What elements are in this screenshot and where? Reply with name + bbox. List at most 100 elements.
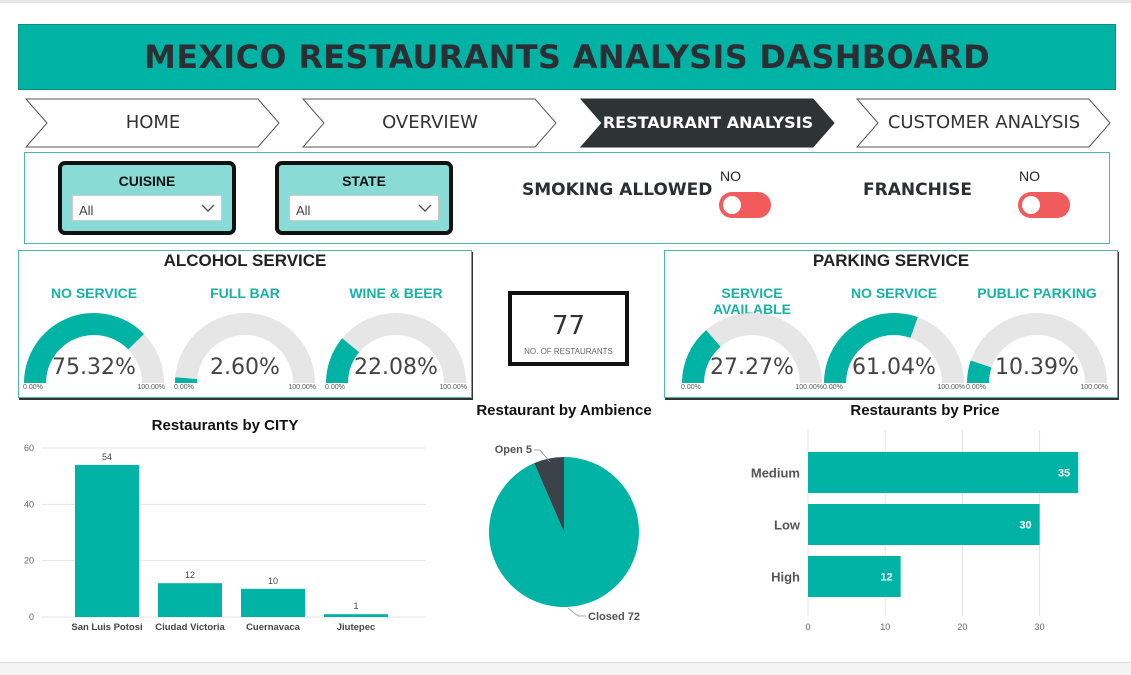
ambience-chart-title: Restaurant by Ambience	[476, 402, 652, 419]
pie-label-closed: Closed 72	[588, 611, 640, 623]
dashboard-title: MEXICO RESTAURANTS ANALYSIS DASHBOARD	[144, 38, 990, 76]
bar	[808, 504, 1040, 545]
x-tick-label: 10	[880, 622, 890, 632]
bar	[808, 452, 1079, 493]
cuisine-label: CUISINE	[118, 173, 176, 189]
gauge-value: 10.39%	[995, 355, 1079, 380]
gauge-value: 75.32%	[52, 355, 136, 380]
price-chart-title: Restaurants by Price	[850, 402, 1000, 419]
filter-bar: CUISINE All STATE All SMOKING ALLOWED NO…	[24, 152, 1110, 244]
gauge-arc	[824, 313, 964, 383]
nav-restaurant-analysis-button[interactable]: RESTAURANT ANALYSIS	[580, 98, 836, 148]
gauge-min: 0.00%	[174, 384, 194, 391]
bar-value-label: 12	[185, 570, 195, 580]
gauge-alcohol-no-service: NO SERVICE 75.32% 0.00% 100.00%	[23, 283, 165, 395]
city-chart-title: Restaurants by CITY	[151, 417, 299, 434]
state-value: All	[296, 203, 311, 218]
parking-service-panel: PARKING SERVICE SERVICE AVAILABLE 27.27%…	[664, 250, 1118, 398]
dashboard-header: MEXICO RESTAURANTS ANALYSIS DASHBOARD	[18, 24, 1116, 90]
gauge-arc	[682, 313, 822, 383]
gauge-max: 100.00%	[288, 384, 316, 391]
gauge-label: WINE & BEER	[349, 285, 443, 301]
bar-value-label: 10	[268, 576, 278, 586]
gauge-arc	[967, 313, 1107, 383]
state-label: STATE	[342, 173, 386, 189]
ambience-pie-chart: Open 5 Closed 72	[489, 444, 640, 623]
smoking-state: NO	[720, 168, 741, 184]
pie-slice-open	[534, 457, 564, 532]
leader-line	[534, 449, 551, 463]
smoking-label: SMOKING ALLOWED	[522, 180, 713, 200]
gauge-max: 100.00%	[937, 384, 965, 391]
gauge-value: 27.27%	[710, 355, 794, 380]
gauge-fill	[967, 360, 992, 383]
nav-home-button[interactable]: HOME	[25, 98, 281, 148]
gauge-parking-no-service: NO SERVICE 61.04% 0.00% 100.00%	[823, 283, 965, 395]
gauge-label: SERVICE AVAILABLE	[712, 285, 792, 317]
y-tick-label: Medium	[751, 466, 800, 481]
cuisine-dropdown[interactable]: All	[72, 195, 222, 221]
gauge-label: PUBLIC PARKING	[977, 285, 1097, 301]
bar	[808, 556, 901, 597]
gauge-value: 61.04%	[852, 355, 936, 380]
y-tick-label: 60	[24, 443, 34, 453]
gauge-parking-public: PUBLIC PARKING 10.39% 0.00% 100.00%	[966, 283, 1108, 395]
chevron-down-icon	[201, 204, 215, 212]
x-tick-label: 0	[805, 622, 810, 632]
x-tick-label: San Luis Potosi	[71, 622, 142, 633]
gauge-max: 100.00%	[795, 384, 823, 391]
gauge-min: 0.00%	[325, 384, 345, 391]
cuisine-slicer: CUISINE All	[58, 161, 236, 235]
restaurant-count-value: 77	[551, 311, 586, 341]
city-bar-chart: 0 20 40 60 54 San Luis Potosi 12 Ciudad Victori…	[24, 443, 426, 633]
nav-customer-analysis-button[interactable]: CUSTOMER ANALYSIS	[856, 98, 1112, 148]
bar	[241, 588, 305, 617]
alcohol-service-panel: ALCOHOL SERVICE NO SERVICE 75.32% 0.00% …	[18, 250, 472, 398]
nav-overview-label: OVERVIEW	[382, 112, 478, 133]
parking-service-title: PARKING SERVICE	[812, 251, 970, 270]
gauge-max: 100.00%	[439, 384, 467, 391]
x-tick-label: 30	[1035, 622, 1045, 632]
toggle-knob	[723, 196, 741, 214]
gauge-fill	[326, 338, 360, 383]
gauge-parking-available: SERVICE AVAILABLE 27.27% 0.00% 100.00%	[681, 283, 823, 395]
gauge-fill	[824, 313, 918, 383]
nav-overview-button[interactable]: OVERVIEW	[302, 98, 558, 148]
gauge-track	[175, 313, 315, 383]
price-bar-chart: 0 10 20 30 35 Medium 30 Low 12 High	[751, 430, 1079, 632]
gauge-value: 22.08%	[354, 355, 438, 380]
y-tick-label: High	[771, 570, 800, 585]
x-tick-label: Cuernavaca	[246, 622, 301, 633]
alcohol-service-title: ALCOHOL SERVICE	[163, 251, 327, 270]
bottom-border	[0, 662, 1131, 675]
x-tick-label: 20	[957, 622, 967, 632]
nav-restaurant-analysis-label: RESTAURANT ANALYSIS	[602, 113, 814, 132]
gauge-fill	[682, 330, 721, 383]
gauge-min: 0.00%	[823, 384, 843, 391]
pie-label-open: Open 5	[495, 444, 532, 456]
gauge-alcohol-full-bar: FULL BAR 2.60% 0.00% 100.00%	[174, 283, 316, 395]
gauge-arc	[175, 313, 315, 383]
cuisine-value: All	[79, 203, 94, 218]
gauge-arc	[326, 313, 466, 383]
leader-line	[567, 607, 586, 617]
franchise-toggle[interactable]	[1018, 192, 1070, 218]
smoking-toggle[interactable]	[719, 192, 771, 218]
bar-value-label: 1	[353, 601, 358, 611]
restaurant-count-card: 77 NO. OF RESTAURANTS	[508, 291, 629, 366]
franchise-state: NO	[1019, 168, 1040, 184]
y-tick-label: Low	[774, 518, 801, 533]
top-border	[0, 0, 1131, 3]
gauge-track	[682, 313, 822, 383]
bar	[158, 583, 222, 617]
gauge-max: 100.00%	[1080, 384, 1108, 391]
bar-value-label: 30	[1019, 520, 1031, 532]
gauge-label: NO SERVICE	[850, 285, 938, 301]
gauge-fill	[24, 313, 144, 383]
y-tick-label: 20	[24, 556, 34, 566]
gauge-min: 0.00%	[966, 384, 986, 391]
restaurant-count-label: NO. OF RESTAURANTS	[524, 347, 613, 356]
state-dropdown[interactable]: All	[289, 195, 439, 221]
x-tick-label: Jiutepec	[337, 622, 376, 633]
bar	[75, 464, 139, 617]
